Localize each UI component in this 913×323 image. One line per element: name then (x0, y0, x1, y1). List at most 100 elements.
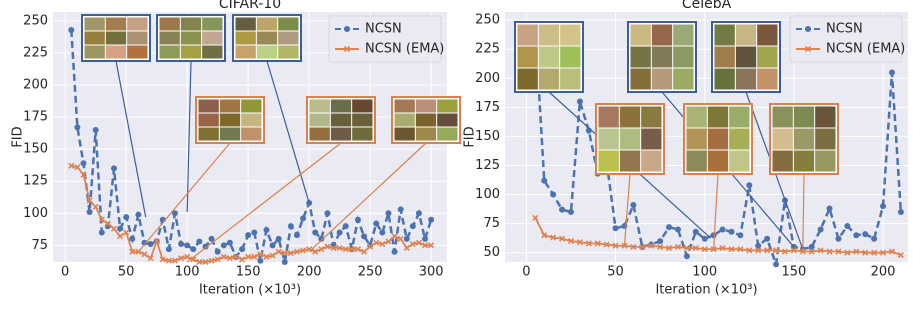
marker (550, 191, 557, 198)
connector (115, 60, 147, 218)
y-tick-label: 75 (483, 216, 500, 231)
chart-title: CelebA (682, 0, 732, 12)
marker (817, 247, 824, 254)
marker (391, 248, 398, 255)
marker (287, 223, 294, 230)
marker (129, 235, 136, 242)
marker (135, 211, 142, 218)
marker (220, 253, 227, 260)
sample-tile (180, 45, 202, 59)
marker (257, 251, 264, 258)
sample-tile (394, 99, 415, 113)
marker (312, 229, 319, 236)
y-tick-label: 100 (475, 187, 500, 202)
sample-tile (772, 128, 793, 150)
marker (330, 244, 337, 251)
sample-tile (235, 45, 256, 59)
sample-tile (714, 24, 735, 46)
y-axis-label: FID (463, 126, 478, 147)
marker (196, 258, 203, 266)
marker (379, 240, 386, 248)
sample-tile (598, 128, 619, 150)
marker (897, 209, 904, 215)
x-axis-label: Iteration (×10³) (199, 283, 301, 298)
connector (186, 142, 342, 263)
sample-tile (757, 68, 778, 90)
legend-box (789, 15, 903, 63)
sample-tile (707, 128, 729, 150)
sample-tile (256, 31, 278, 45)
x-tick-label: 0 (522, 265, 530, 280)
marker (391, 233, 398, 240)
marker (92, 126, 99, 133)
marker (117, 233, 124, 240)
sample-tile (256, 45, 278, 59)
x-axis-label: Iteration (×10³) (655, 283, 757, 298)
sample-tile (159, 45, 180, 59)
marker (324, 243, 331, 250)
marker (226, 239, 233, 246)
marker (373, 239, 380, 246)
marker (123, 229, 130, 236)
marker (835, 248, 842, 255)
marker (719, 244, 726, 252)
marker (853, 232, 860, 239)
sample-tile (686, 106, 707, 128)
sample-tile (159, 31, 180, 45)
sample-tile (219, 113, 241, 127)
sample-tile (757, 46, 778, 68)
marker (415, 239, 423, 246)
marker (550, 234, 557, 241)
sample-tile (105, 17, 127, 31)
legend-label: NCSN (EMA) (365, 42, 444, 57)
sample-tile (219, 127, 241, 141)
sample-tile (202, 31, 223, 45)
series-line (534, 28, 903, 265)
marker (184, 242, 191, 249)
series-line (534, 217, 902, 256)
marker (232, 253, 240, 260)
connector (713, 173, 719, 250)
marker (361, 233, 368, 240)
marker (190, 256, 197, 263)
marker (299, 247, 307, 254)
marker (862, 249, 869, 256)
chart-title: CIFAR-10 (219, 0, 281, 12)
marker (674, 226, 681, 233)
marker (263, 226, 270, 233)
sample-tile (309, 113, 330, 127)
marker (888, 248, 896, 255)
marker (897, 251, 904, 259)
sample-tile (105, 31, 127, 45)
marker (415, 210, 422, 217)
legend-marker (805, 26, 811, 32)
marker (683, 244, 690, 252)
sample-tile (538, 68, 560, 90)
x-tick-label: 200 (297, 265, 322, 280)
marker (245, 253, 252, 260)
y-tick-label: 75 (31, 238, 48, 253)
marker (403, 235, 410, 242)
sample-tile (180, 17, 202, 31)
marker (379, 229, 386, 236)
marker (826, 205, 833, 212)
y-tick-label: 125 (475, 158, 500, 173)
x-tick-label: 50 (607, 265, 624, 280)
marker (312, 248, 319, 255)
marker (541, 232, 548, 239)
sample-tile (815, 106, 836, 128)
legend-label: NCSN (826, 22, 863, 37)
marker (239, 246, 246, 253)
y-tick-label: 200 (475, 71, 500, 86)
y-tick-label: 250 (475, 13, 500, 28)
marker (585, 240, 592, 247)
marker (692, 228, 699, 235)
sample-tile (714, 68, 735, 90)
marker (764, 247, 771, 254)
marker (835, 235, 842, 242)
marker (826, 248, 833, 255)
sample-tile (630, 24, 651, 46)
marker (141, 239, 148, 246)
marker (385, 238, 392, 245)
marker (790, 247, 797, 254)
